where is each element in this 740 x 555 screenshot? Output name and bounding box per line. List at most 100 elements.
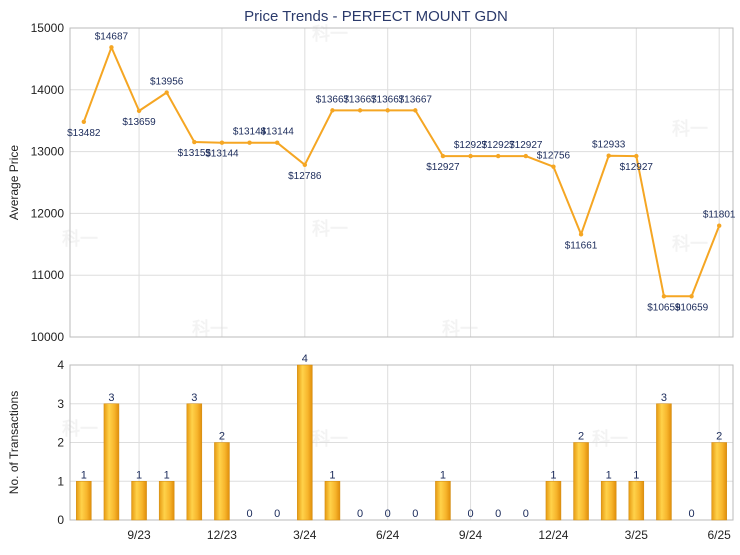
transaction-value-label: 1	[606, 469, 612, 481]
transaction-bar	[76, 481, 92, 521]
price-data-label: $13144	[205, 149, 239, 160]
price-point	[468, 153, 473, 159]
price-data-label: $13144	[233, 127, 267, 138]
transaction-value-label: 1	[329, 469, 335, 481]
transaction-bar	[186, 403, 203, 521]
price-data-label: $12927	[482, 140, 516, 151]
price-point	[357, 108, 363, 113]
price-data-label: $14687	[95, 31, 129, 42]
watermark-text: 科一	[312, 218, 348, 239]
transaction-bar	[324, 481, 341, 521]
watermark-text: 科一	[312, 428, 348, 449]
price-point	[109, 45, 114, 50]
x-tick-label: 12/24	[538, 528, 568, 542]
price-data-label: $12756	[537, 151, 571, 162]
x-tick-label: 9/24	[459, 528, 483, 542]
price-point	[551, 164, 556, 169]
y-tick-label: 12000	[31, 206, 65, 220]
price-data-label: $12927	[620, 162, 654, 173]
y-tick-label: 3	[57, 397, 64, 411]
price-point	[523, 153, 529, 159]
y-tick-label: 2	[57, 436, 64, 450]
price-series-line	[82, 46, 721, 298]
transaction-bar	[600, 481, 617, 521]
y-tick-label: 1	[57, 474, 64, 488]
transaction-bar	[297, 364, 313, 521]
transaction-value-label: 0	[357, 508, 363, 520]
y-tick-label: 10000	[31, 330, 65, 344]
transaction-value-label: 2	[219, 431, 225, 443]
watermark-text: 科一	[592, 428, 628, 449]
price-point	[606, 153, 611, 158]
transaction-value-label: 1	[440, 469, 446, 481]
price-point	[716, 223, 722, 228]
price-data-label: $12927	[454, 140, 488, 151]
price-point	[689, 294, 694, 299]
price-data-label: $13667	[316, 94, 350, 105]
plot-frame	[69, 27, 734, 338]
watermark-text: 科一	[312, 23, 348, 44]
plot-frame	[69, 364, 734, 521]
y-tick-label: 13000	[31, 145, 65, 159]
x-tick-label: 9/23	[127, 528, 151, 542]
price-point	[578, 232, 584, 237]
transaction-bar	[158, 481, 175, 521]
x-tick-label: 6/25	[708, 528, 732, 542]
transaction-bar	[435, 481, 451, 521]
price-point	[81, 119, 87, 125]
transaction-bar	[656, 403, 672, 521]
price-point	[495, 153, 501, 159]
price-data-label: $13956	[150, 77, 184, 88]
price-point	[302, 162, 308, 168]
price-data-label: $13667	[371, 94, 405, 105]
x-tick-label: 12/23	[207, 528, 237, 542]
transaction-value-label: 3	[191, 392, 197, 404]
watermark-text: 科一	[442, 318, 478, 339]
transaction-value-label: 0	[468, 508, 474, 520]
price-point	[274, 140, 280, 145]
price-data-label: $10659	[647, 302, 681, 313]
transaction-value-label: 0	[523, 508, 529, 520]
x-tick-label: 6/24	[376, 528, 400, 542]
transaction-value-label: 0	[412, 508, 418, 520]
transaction-value-label: 3	[108, 392, 114, 404]
y-axis-title: Average Price	[7, 145, 21, 220]
transaction-value-label: 1	[81, 469, 87, 481]
price-point	[192, 139, 197, 145]
transaction-value-label: 1	[136, 469, 142, 481]
price-data-label: $12927	[426, 162, 460, 173]
price-point	[164, 90, 169, 95]
price-point	[413, 108, 418, 113]
price-point	[136, 108, 142, 114]
y-tick-label: 11000	[32, 268, 65, 282]
watermark-text: 科一	[672, 118, 708, 139]
transaction-value-label: 0	[689, 508, 695, 520]
price-point	[440, 153, 446, 159]
y-tick-label: 14000	[31, 83, 65, 97]
price-data-label: $12786	[288, 171, 322, 182]
watermark-text: 科一	[192, 318, 228, 339]
price-data-label: $13144	[261, 127, 295, 138]
price-point	[634, 153, 639, 159]
transaction-value-label: 0	[247, 508, 253, 520]
chart-title: Price Trends - PERFECT MOUNT GDN	[244, 8, 508, 25]
transactions-panel: 0 1 2 3 4 9/23 12/23 3/24 6/24 9/24 12/24 3/25 6/25 N…	[7, 353, 734, 542]
y-tick-label: 15000	[31, 21, 65, 35]
price-point	[330, 108, 335, 113]
price-point	[219, 140, 225, 145]
x-tick-label: 3/24	[293, 528, 317, 542]
price-data-label: $13155	[178, 148, 212, 159]
price-data-label: $13482	[67, 128, 101, 139]
transaction-value-label: 1	[633, 469, 639, 481]
watermark-text: 科一	[62, 418, 98, 439]
transaction-value-label: 0	[495, 508, 501, 520]
transaction-value-label: 4	[302, 353, 308, 365]
watermark-text: 科一	[62, 228, 98, 249]
transaction-bar	[573, 442, 589, 521]
price-data-label: $13667	[343, 94, 377, 105]
price-data-label: $11661	[565, 240, 598, 251]
y-tick-label: 4	[57, 358, 64, 372]
price-data-label: $13659	[122, 117, 156, 128]
